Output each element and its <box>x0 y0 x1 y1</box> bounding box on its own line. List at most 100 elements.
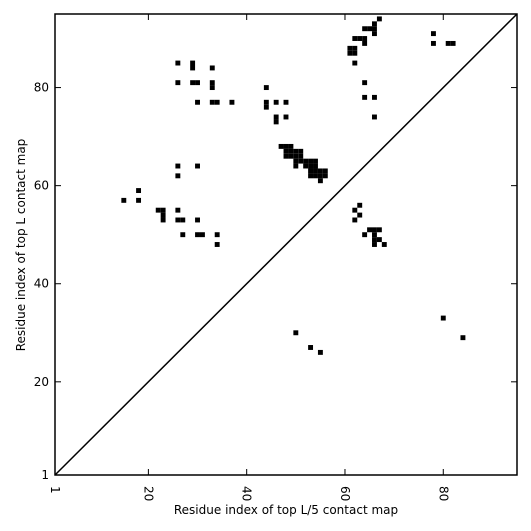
contact-point-upper <box>288 153 294 159</box>
contact-point-upper <box>273 119 279 125</box>
contact-point-lower <box>293 330 299 336</box>
contact-point-upper <box>121 197 127 203</box>
contact-point-upper <box>362 26 368 32</box>
contact-point-upper <box>376 227 382 233</box>
contact-point-lower <box>440 315 446 321</box>
x-axis-label: Residue index of top L/5 contact map <box>174 503 398 517</box>
x-tick-label: 20 <box>141 486 155 501</box>
contact-point-upper <box>293 158 299 164</box>
contact-point-upper <box>352 45 358 51</box>
y-tick-label: 40 <box>34 277 49 291</box>
contact-point-upper <box>195 217 200 223</box>
contact-point-upper <box>288 148 294 154</box>
contact-point-upper <box>430 31 436 37</box>
contact-point-upper <box>313 158 318 164</box>
contact-point-upper <box>347 50 353 56</box>
contact-point-upper <box>160 217 166 223</box>
y-tick-label: 80 <box>34 81 49 95</box>
y-axis-label: Residue index of top L contact map <box>14 139 28 352</box>
contact-point-upper <box>303 163 309 169</box>
contact-point-upper <box>175 60 181 66</box>
contact-point-upper <box>372 227 377 233</box>
contact-point-upper <box>195 80 200 86</box>
contact-point-upper <box>155 207 161 213</box>
contact-point-upper <box>263 104 269 110</box>
contact-point-upper <box>357 36 363 41</box>
contact-point-upper <box>175 207 181 213</box>
contact-point-upper <box>209 65 215 71</box>
contact-point-upper <box>372 232 377 238</box>
contact-point-upper <box>352 60 358 66</box>
contact-point-upper <box>278 143 284 149</box>
contact-point-upper <box>372 242 377 247</box>
contact-point-upper <box>293 153 299 159</box>
contact-point-upper <box>209 80 215 86</box>
contact-point-upper <box>362 94 368 100</box>
contact-point-upper <box>362 36 368 41</box>
contact-point-upper <box>317 178 323 184</box>
x-tick-label: 80 <box>436 486 450 501</box>
contact-point-upper <box>175 217 181 223</box>
contact-point-lower <box>317 349 323 355</box>
diagonal-line <box>54 13 518 476</box>
contact-point-upper <box>263 99 269 105</box>
contact-point-upper <box>293 148 299 154</box>
contact-point-upper <box>209 85 215 91</box>
contact-point-lower <box>308 345 314 350</box>
contact-point-upper <box>283 114 289 120</box>
contact-point-upper <box>303 158 309 164</box>
contact-point-upper <box>195 232 200 238</box>
plot-frame <box>54 13 518 476</box>
contact-point-upper <box>372 26 377 32</box>
contact-point-upper <box>160 212 166 218</box>
contact-point-upper <box>376 237 382 243</box>
contact-point-upper <box>362 80 368 86</box>
contact-point-upper <box>362 232 368 238</box>
contact-point-upper <box>357 212 363 218</box>
contact-point-upper <box>175 173 181 179</box>
contact-point-upper <box>298 148 304 154</box>
contact-point-lower <box>460 335 466 341</box>
contact-point-upper <box>283 99 289 105</box>
contact-point-upper <box>367 227 373 233</box>
contact-point-upper <box>450 40 456 46</box>
contact-point-upper <box>195 163 200 169</box>
contact-point-upper <box>308 168 314 174</box>
contact-point-upper <box>190 65 196 71</box>
axis-ticks: 1 20 40 60 80 1 20 40 60 80 <box>34 14 517 501</box>
x-tick-label: 60 <box>338 486 352 501</box>
contact-point-upper <box>317 168 323 174</box>
contact-point-upper <box>430 40 436 46</box>
contact-point-upper <box>372 114 377 120</box>
contact-point-upper <box>298 158 304 164</box>
contact-point-upper <box>214 99 220 105</box>
contact-point-upper <box>322 168 328 174</box>
contact-point-upper <box>160 207 166 213</box>
y-tick-label: 60 <box>34 179 49 193</box>
contact-point-upper <box>209 99 215 105</box>
contact-point-upper <box>175 163 181 169</box>
contact-point-upper <box>136 197 142 203</box>
contact-point-upper <box>195 99 200 105</box>
contact-point-upper <box>352 217 358 223</box>
contact-point-upper <box>313 168 318 174</box>
data-points <box>121 16 466 355</box>
contact-point-upper <box>190 60 196 66</box>
contact-point-upper <box>317 173 323 179</box>
contact-point-upper <box>372 31 377 37</box>
contact-point-upper <box>190 80 196 86</box>
contact-point-upper <box>288 143 294 149</box>
contact-point-upper <box>362 40 368 46</box>
contact-point-upper <box>180 232 186 238</box>
contact-point-upper <box>347 45 353 51</box>
contact-point-upper <box>308 163 314 169</box>
contact-point-upper <box>136 188 142 194</box>
contact-point-upper <box>263 85 269 91</box>
contact-point-upper <box>372 237 377 243</box>
contact-point-upper <box>322 173 328 179</box>
x-tick-label: 40 <box>240 486 254 501</box>
contact-point-upper <box>214 242 220 247</box>
contact-point-upper <box>229 99 235 105</box>
contact-point-upper <box>199 232 205 238</box>
